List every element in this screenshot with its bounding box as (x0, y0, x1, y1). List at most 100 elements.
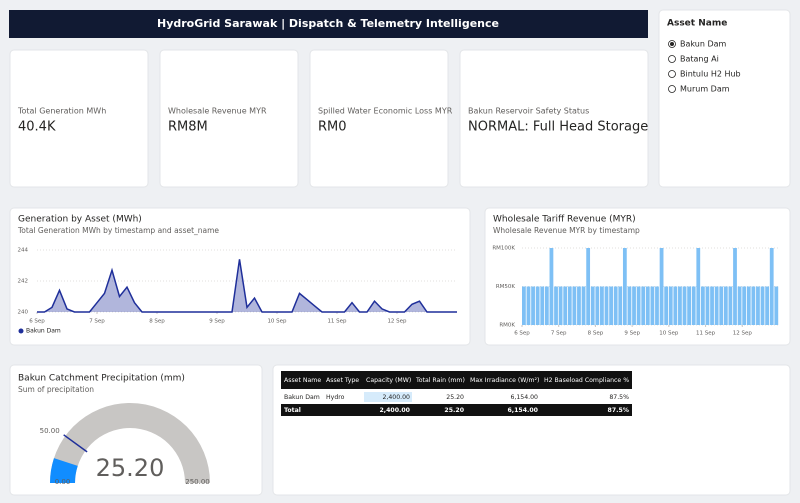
bar (733, 248, 737, 325)
gauge-target (63, 434, 88, 453)
table-total-bg (281, 404, 632, 416)
gauge-range-label: 250.00 (185, 478, 210, 486)
bar (627, 286, 632, 325)
slicer-panel (658, 9, 791, 188)
gauge-range-label: 0.00 (55, 478, 71, 486)
table-cell: 87.5% (609, 394, 629, 401)
bar (572, 286, 577, 325)
table-cell: 6,154.00 (507, 407, 538, 414)
x-tick-label: 8 Sep (588, 331, 604, 337)
kpi-card (459, 49, 649, 188)
radio[interactable] (668, 70, 676, 78)
bar (687, 286, 692, 325)
table-cell: 2,400.00 (382, 394, 410, 401)
kpi-value: 40.4K (18, 120, 56, 135)
x-tick-label: 10 Sep (659, 331, 679, 337)
table-header: Max Irradiance (W/m²) (470, 377, 539, 384)
bar (581, 286, 586, 325)
x-tick-label: 12 Sep (387, 319, 407, 325)
table-header: Asset Type (326, 377, 359, 384)
x-tick-label: 11 Sep (327, 319, 347, 325)
y-tick-label: RM50K (496, 284, 516, 290)
kpi-card (9, 49, 149, 188)
bar (705, 286, 710, 325)
table-cell: 2,400.00 (379, 407, 410, 414)
bar (723, 286, 728, 325)
x-tick-label: 6 Sep (29, 319, 45, 325)
bar (558, 286, 563, 325)
slicer-option[interactable]: Bintulu H2 Hub (680, 70, 741, 79)
kpi-label: Spilled Water Economic Loss MYR (318, 107, 453, 116)
slicer-option[interactable]: Bakun Dam (680, 40, 727, 49)
kpi-label: Total Generation MWh (17, 107, 106, 116)
chart-subtitle: Sum of precipitation (18, 385, 94, 394)
radio-dot[interactable] (670, 42, 674, 46)
line-panel (9, 207, 471, 346)
bar (710, 286, 714, 325)
gauge-track (50, 403, 210, 483)
bar (586, 248, 591, 325)
line (37, 259, 457, 313)
header-title: HydroGrid Sarawak | Dispatch & Telemetry… (157, 17, 499, 30)
x-tick-label: 7 Sep (89, 319, 105, 325)
radio[interactable] (668, 85, 676, 93)
y-tick-label: 240 (18, 310, 29, 316)
bar (746, 286, 751, 325)
bar (751, 286, 756, 325)
bar (700, 286, 705, 325)
chart-subtitle: Total Generation MWh by timestamp and as… (17, 226, 219, 235)
chart-title: Generation by Asset (MWh) (18, 215, 142, 225)
bar (769, 248, 774, 325)
bar (678, 286, 682, 325)
bar (632, 286, 636, 325)
bar (563, 286, 568, 325)
bar (673, 286, 678, 325)
bar (760, 286, 765, 325)
y-tick-label: RM0K (499, 323, 515, 329)
y-tick-label: 242 (18, 279, 29, 285)
table-cell: 6,154.00 (510, 394, 538, 401)
table-cell: Hydro (326, 394, 345, 401)
legend-label: Bakun Dam (26, 328, 61, 335)
cell-highlight (364, 392, 412, 402)
x-tick-label: 10 Sep (267, 319, 287, 325)
kpi-label: Wholesale Revenue MYR (168, 107, 267, 116)
x-tick-label: 9 Sep (209, 319, 225, 325)
table-header: H2 Baseload Compliance % (544, 377, 629, 384)
table-cell: Bakun Dam (284, 394, 320, 401)
bar (567, 286, 572, 325)
bar (622, 248, 627, 325)
bar (765, 286, 770, 325)
header-bar (9, 10, 648, 38)
bar (659, 248, 664, 325)
bar (600, 286, 604, 325)
slicer-title: Asset Name (667, 19, 727, 29)
bar (554, 286, 558, 325)
table-header: Capacity (MW) (366, 377, 411, 384)
bar (595, 286, 600, 325)
bar (728, 286, 733, 325)
bar (549, 248, 554, 325)
chart-title: Wholesale Tariff Revenue (MYR) (493, 215, 636, 225)
legend-marker (18, 328, 24, 334)
bar (655, 286, 659, 325)
table-cell: 25.20 (446, 394, 464, 401)
slicer-option[interactable]: Murum Dam (680, 85, 730, 94)
bar (544, 286, 549, 325)
x-tick-label: 12 Sep (733, 331, 753, 337)
bar (641, 286, 646, 325)
bar (535, 286, 540, 325)
bar (645, 286, 650, 325)
table-header: Asset Name (284, 377, 321, 384)
kpi-card (159, 49, 299, 188)
bar (737, 286, 742, 325)
bar (540, 286, 545, 325)
bar (664, 286, 669, 325)
bar (618, 286, 623, 325)
slicer-option[interactable]: Batang Ai (680, 55, 719, 64)
bar (613, 286, 618, 325)
y-tick-label: RM100K (492, 246, 515, 252)
kpi-label: Bakun Reservoir Safety Status (468, 107, 589, 116)
radio[interactable] (668, 55, 676, 63)
table-cell: 87.5% (608, 407, 629, 414)
